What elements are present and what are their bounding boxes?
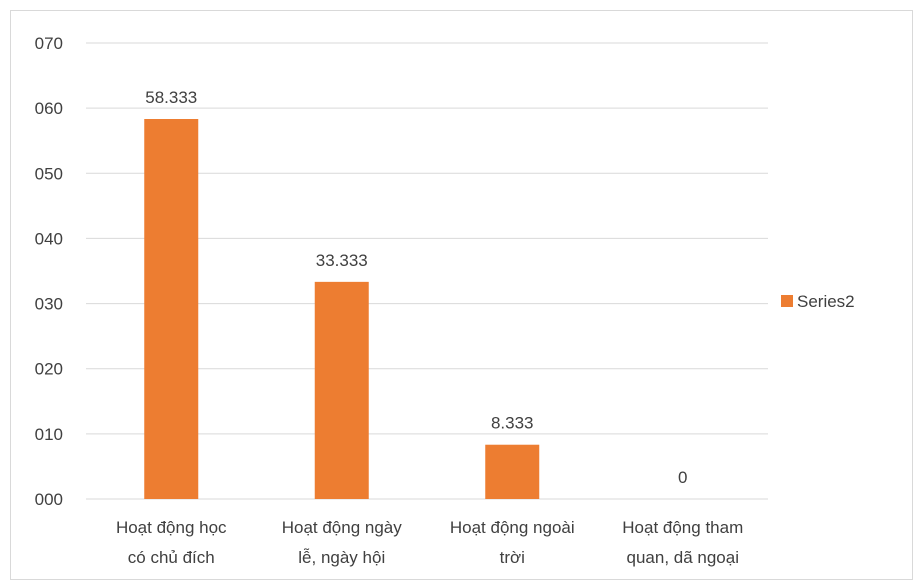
gridlines — [86, 42, 768, 500]
x-category-label: Hoạt động học — [116, 518, 227, 537]
x-category-label: lễ, ngày hội — [298, 548, 385, 567]
data-label: 8.333 — [491, 414, 534, 433]
data-label: 58.333 — [145, 88, 197, 107]
x-category-label: Hoạt động ngoài — [450, 518, 575, 537]
y-tick-label: 000 — [35, 490, 63, 509]
bar — [485, 444, 540, 499]
y-tick-label: 050 — [35, 164, 63, 183]
bars — [144, 119, 540, 500]
x-category-label: Hoạt động tham — [622, 518, 743, 537]
bar — [144, 119, 199, 500]
x-category-label: trời — [500, 548, 525, 567]
y-tick-label: 040 — [35, 229, 63, 248]
bar — [314, 281, 369, 499]
legend: Series2 — [781, 292, 855, 311]
legend-swatch-series2 — [781, 295, 793, 307]
legend-label-series2: Series2 — [797, 292, 855, 311]
y-tick-label: 010 — [35, 425, 63, 444]
data-label: 0 — [678, 468, 687, 487]
x-category-label: quan, dã ngoại — [627, 548, 740, 567]
y-tick-label: 060 — [35, 99, 63, 118]
data-label: 33.333 — [316, 251, 368, 270]
x-category-label: có chủ đích — [128, 548, 215, 567]
x-category-label: Hoạt động ngày — [282, 518, 403, 537]
data-labels: 58.333 33.333 8.333 0 — [145, 88, 687, 487]
y-tick-label: 030 — [35, 295, 63, 314]
x-axis-category-labels: Hoạt động học có chủ đích Hoạt động ngày lễ… — [116, 518, 743, 567]
y-tick-label: 070 — [35, 34, 63, 53]
y-tick-label: 020 — [35, 360, 63, 379]
y-axis-tick-labels: 000 010 020 030 040 050 060 070 — [35, 34, 63, 509]
